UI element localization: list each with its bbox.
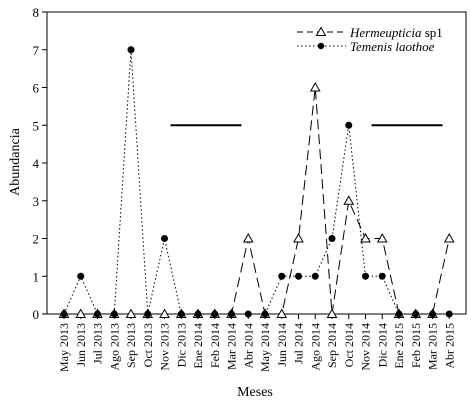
x-tick-label: Abr 2015 bbox=[442, 323, 456, 369]
data-point bbox=[125, 308, 137, 318]
data-point bbox=[161, 235, 168, 242]
x-tick-label: Ago 2013 bbox=[107, 323, 121, 371]
data-point bbox=[343, 195, 355, 205]
data-point bbox=[362, 272, 369, 280]
series-temenis-laothoe bbox=[60, 46, 453, 318]
x-tick-label: Dic 2014 bbox=[375, 323, 389, 367]
data-point bbox=[110, 310, 118, 318]
data-point bbox=[242, 232, 254, 243]
series-layer bbox=[58, 46, 455, 318]
data-point bbox=[443, 232, 455, 243]
x-tick-label: Dic 2013 bbox=[174, 323, 188, 367]
legend-label: Hermeupticia sp1 bbox=[349, 25, 443, 40]
data-point bbox=[60, 310, 68, 318]
y-tick-label: 6 bbox=[33, 81, 40, 96]
data-point bbox=[345, 121, 353, 129]
legend-marker bbox=[317, 42, 325, 50]
legend-label-italic: Hermeupticia bbox=[349, 25, 422, 40]
x-tick-label: Sep 2013 bbox=[124, 323, 138, 368]
y-tick-label: 2 bbox=[33, 232, 40, 247]
x-tick-label: Jul 2013 bbox=[91, 323, 105, 364]
data-point bbox=[127, 46, 135, 54]
x-tick-label: Sep 2014 bbox=[325, 323, 339, 368]
x-tick-label: Mar 2015 bbox=[426, 323, 440, 370]
data-point bbox=[326, 308, 338, 318]
series-line bbox=[63, 49, 450, 315]
x-tick-label: Oct 2014 bbox=[342, 323, 356, 367]
x-tick-label: Jun 2013 bbox=[74, 323, 88, 367]
x-tick-label: Feb 2015 bbox=[409, 323, 423, 368]
y-tick-label: 1 bbox=[33, 269, 40, 284]
x-tick-label: May 2014 bbox=[258, 323, 272, 372]
data-point bbox=[94, 310, 101, 318]
legend-label-rest: sp1 bbox=[421, 25, 442, 40]
plot-area bbox=[46, 11, 467, 315]
data-point bbox=[144, 310, 152, 318]
legend-label-italic: Temenis laothoe bbox=[350, 39, 435, 54]
x-tick-label: Oct 2013 bbox=[141, 323, 155, 367]
plot-frame bbox=[46, 11, 467, 315]
x-tick-label: Nov 2013 bbox=[158, 323, 172, 371]
series-hermeupticia-sp1 bbox=[58, 81, 455, 318]
y-tick-label: 3 bbox=[33, 194, 40, 209]
data-point bbox=[311, 272, 319, 280]
y-axis-title: Abundancia bbox=[8, 127, 23, 195]
x-tick-label: Ene 2015 bbox=[392, 323, 406, 369]
data-point bbox=[244, 310, 252, 318]
data-point bbox=[395, 310, 403, 318]
x-tick-label: Jul 2014 bbox=[292, 323, 306, 364]
x-tick-label: Ene 2014 bbox=[191, 323, 205, 369]
data-point bbox=[445, 310, 453, 318]
y-tick-label: 4 bbox=[33, 156, 40, 171]
data-point bbox=[376, 232, 388, 243]
data-point bbox=[429, 310, 436, 318]
data-point bbox=[412, 310, 420, 318]
data-point bbox=[194, 310, 202, 318]
data-point bbox=[328, 235, 336, 242]
data-point bbox=[276, 308, 288, 318]
x-axis: May 2013 Jun 2013 Jul 2013 Ago 2013 Sep 2013… bbox=[57, 314, 456, 372]
x-tick-label: Abr 2014 bbox=[241, 323, 255, 369]
x-tick-label: Feb 2014 bbox=[208, 323, 222, 368]
legend-label: Temenis laothoe bbox=[350, 39, 435, 54]
x-tick-label: Nov 2014 bbox=[359, 323, 373, 371]
data-point bbox=[211, 310, 219, 318]
y-axis: 0 1 2 3 4 5 6 7 8 bbox=[33, 5, 47, 322]
data-point bbox=[177, 310, 185, 318]
data-point bbox=[228, 310, 235, 318]
x-tick-label: Ago 2014 bbox=[308, 323, 322, 371]
data-point bbox=[378, 272, 386, 280]
data-point bbox=[278, 272, 286, 280]
y-tick-label: 8 bbox=[33, 5, 40, 20]
data-point bbox=[159, 308, 170, 318]
data-point bbox=[309, 81, 321, 92]
x-tick-label: May 2013 bbox=[57, 323, 71, 372]
y-tick-label: 0 bbox=[33, 307, 40, 322]
x-tick-label: Jun 2014 bbox=[275, 323, 289, 367]
data-point bbox=[77, 272, 85, 280]
data-point bbox=[295, 272, 302, 280]
y-tick-label: 5 bbox=[33, 118, 40, 133]
data-point bbox=[261, 310, 269, 318]
data-point bbox=[75, 308, 87, 318]
legend-marker bbox=[315, 26, 327, 36]
x-axis-title: Meses bbox=[237, 385, 273, 400]
y-tick-label: 7 bbox=[33, 43, 40, 58]
data-point bbox=[293, 232, 304, 243]
x-tick-label: Mar 2014 bbox=[225, 323, 239, 370]
data-point bbox=[360, 232, 371, 243]
